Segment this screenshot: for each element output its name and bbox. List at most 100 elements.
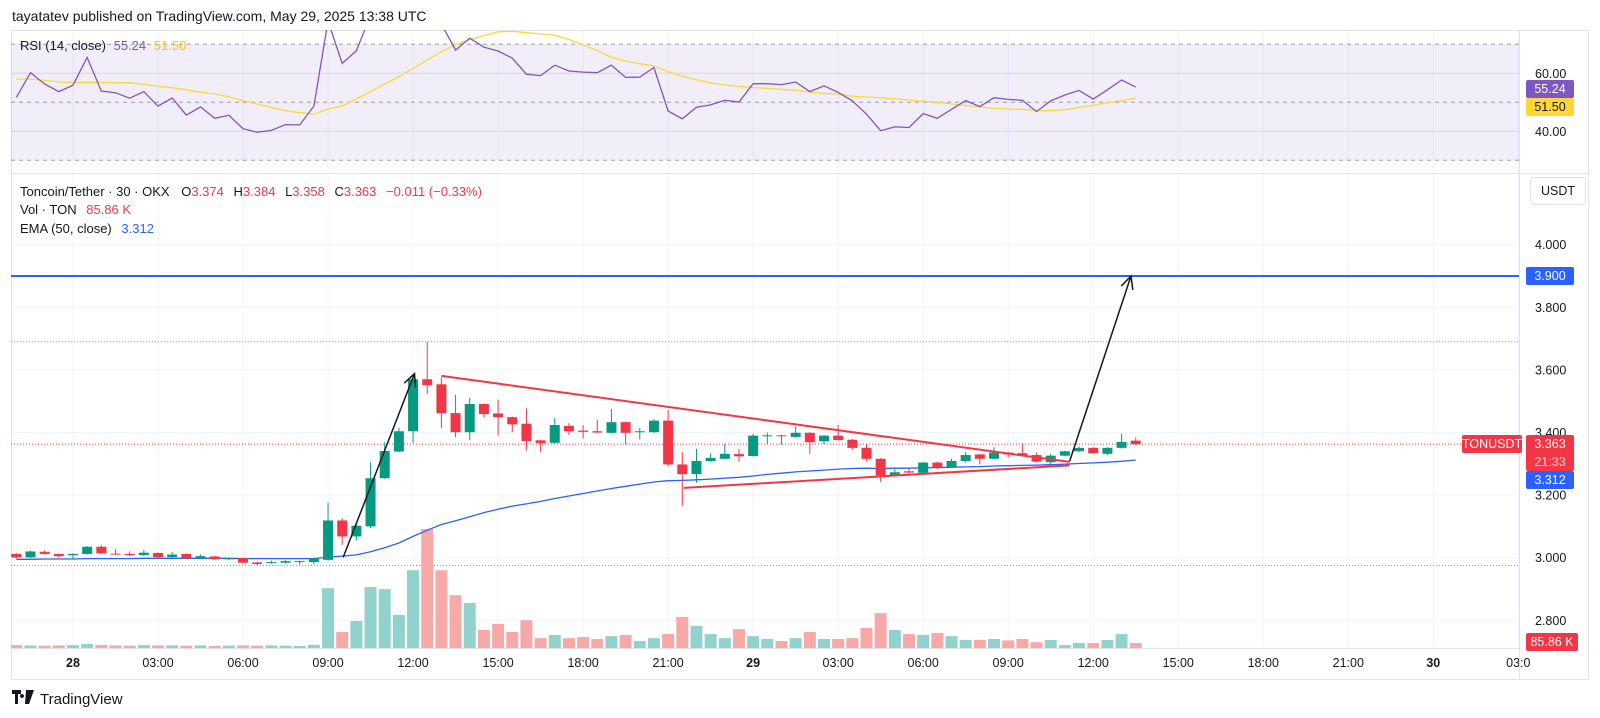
candle-body [422,379,433,386]
volume-label[interactable]: Vol · TON [20,202,77,217]
candle-body [478,404,489,415]
volume-bar [449,595,462,648]
price-axis-label: 3.800 [1535,301,1566,315]
candle [153,552,163,558]
candle [989,447,1000,460]
candle [223,557,234,561]
candle-body [1017,453,1028,456]
candle-body [124,553,135,556]
rsi-line [15,30,1136,133]
candle [478,403,489,418]
candle [776,434,787,445]
candle [436,377,447,429]
candle [308,557,319,564]
volume-bar [789,638,802,648]
candle-body [960,455,971,461]
candle-body [351,525,362,537]
volume-bar [166,645,179,648]
tradingview-logo[interactable]: TradingView [12,690,123,708]
volume-bar [1115,634,1128,648]
tradingview-logo-icon [12,690,34,708]
time-axis-label: 09:00 [312,656,343,670]
candle [790,426,801,438]
rsi-pane [11,30,1519,161]
rsi-ma-value-tag: 51.50 [1526,98,1574,116]
candle-body [663,420,674,465]
volume-value: 85.86 K [86,202,132,217]
volume-bar [874,613,887,648]
price-pane [11,274,1519,648]
candle [1130,437,1141,446]
rsi-ma-line [16,30,1136,115]
candle-body [989,452,1000,459]
volume-bar [293,645,306,648]
volume-bar [407,570,420,648]
candle-body [918,462,929,473]
candle [762,432,773,444]
candle-body [436,384,447,414]
candle-body [96,546,107,554]
volume-bar [959,639,972,648]
candle-body [53,553,64,557]
ema-label[interactable]: EMA (50, close) [20,221,112,236]
candle-body [946,460,957,467]
close-value: 3.363 [343,184,377,199]
volume-bar [605,636,618,648]
candle-body [25,551,36,558]
volume-bar [988,639,1001,648]
volume-bar [180,645,193,648]
candle-body [606,422,617,433]
time-axis-label: 30 [1426,656,1440,670]
candle-body [535,440,546,444]
volume-bar [520,620,533,648]
candle-body [804,432,815,443]
candle [294,560,305,565]
candle-body [209,556,220,560]
time-axis-label: 15:00 [482,656,513,670]
candle-body [677,464,688,475]
volume-bar [803,632,816,648]
candle [833,424,844,441]
candle-body [875,458,886,476]
candle-body [1059,451,1070,456]
high-label: H [233,184,243,199]
volume-bar [123,645,136,648]
breakout-target-arrow-head-icon [1120,274,1134,290]
candle [634,427,645,440]
volume-bar [1030,642,1043,648]
volume-bar [761,639,774,648]
ema-line [16,459,1136,560]
open-value: 3.374 [191,184,224,199]
volume-bar [364,587,377,648]
candle [663,409,674,467]
volume-bar [38,645,51,648]
time-axis-label: 12:00 [1078,656,1109,670]
ema-value: 3.312 [121,221,154,236]
volume-bar [846,638,859,648]
candle [932,461,943,470]
volume-bar [534,638,547,648]
candle-body [238,558,249,563]
volume-bar [718,638,731,648]
candle-body [889,472,900,476]
low-value: 3.358 [292,184,325,199]
candle-body [82,546,93,554]
volume-bar [279,645,292,648]
published-header: tayatatev published on TradingView.com, … [12,8,427,24]
candle-body [11,553,22,558]
candle-body [138,552,149,556]
volume-bar [577,636,590,648]
candle-body [252,562,263,564]
candle-body [153,553,163,558]
volume-bar [931,632,944,648]
currency-button[interactable]: USDT [1530,177,1586,205]
price-axis-label: 3.600 [1535,363,1566,377]
candle-body [294,561,305,563]
candle-body [1074,447,1085,452]
low-label: L [285,184,293,199]
time-axis-label: 03:00 [823,656,854,670]
candle [138,549,149,556]
volume-bar [619,634,632,648]
symbol-title[interactable]: Toncoin/Tether · 30 · OKX [20,184,170,199]
